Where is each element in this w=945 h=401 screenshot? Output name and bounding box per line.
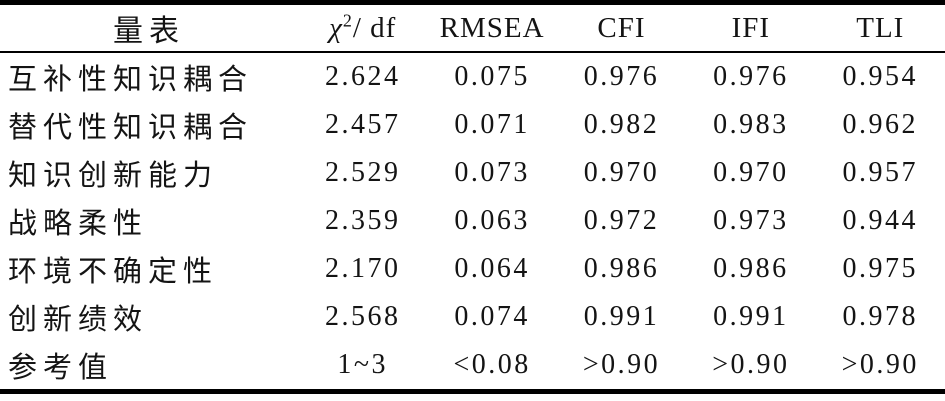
cfi-reference-cell: >0.90 <box>582 349 661 380</box>
tli-value-cell: 0.962 <box>842 109 919 140</box>
cfi-value-cell: 0.976 <box>583 61 660 92</box>
column-header-tli: TLI <box>815 2 945 53</box>
ifi-value-cell: 0.970 <box>713 157 789 188</box>
chi-df-value-cell: 2.170 <box>324 253 401 284</box>
table-row: 战略柔性 2.359 0.063 0.972 0.973 0.944 <box>0 197 945 245</box>
tli-value-cell: 0.975 <box>842 253 919 284</box>
tli-value-cell: 0.957 <box>842 157 919 188</box>
ifi-value-cell: 0.986 <box>713 253 789 284</box>
tli-reference-cell: >0.90 <box>841 349 919 380</box>
column-header-ifi: IFI <box>686 2 816 53</box>
chi-df-value-cell: 2.568 <box>324 301 401 332</box>
scale-name-cell: 战略柔性 <box>8 208 149 240</box>
table-row: 互补性知识耦合 2.624 0.075 0.976 0.976 0.954 <box>0 52 945 101</box>
cfi-value-cell: 0.991 <box>583 301 660 332</box>
chi-exponent: 2 <box>342 9 353 30</box>
cfi-value-cell: 0.986 <box>583 253 660 284</box>
cfi-value-cell: 0.972 <box>583 205 660 236</box>
chi-df-value-cell: 2.624 <box>324 61 401 92</box>
scale-name-cell: 创新绩效 <box>8 304 149 336</box>
scale-name-cell: 互补性知识耦合 <box>8 64 254 96</box>
chi-df-suffix: / df <box>352 11 397 44</box>
table-row: 替代性知识耦合 2.457 0.071 0.982 0.983 0.962 <box>0 101 945 149</box>
tli-value-cell: 0.954 <box>842 61 919 92</box>
scale-name-cell: 参考值 <box>8 352 114 384</box>
scale-name-cell: 知识创新能力 <box>8 160 219 192</box>
tli-value-cell: 0.978 <box>842 301 919 332</box>
rmsea-value-cell: 0.064 <box>454 253 530 284</box>
chi-df-value-cell: 2.359 <box>324 205 401 236</box>
column-header-cfi: CFI <box>556 2 687 53</box>
cfi-value-cell: 0.982 <box>583 109 660 140</box>
ifi-value-cell: 0.983 <box>713 109 789 140</box>
rmsea-value-cell: 0.063 <box>454 205 530 236</box>
table-row-reference-values: 参考值 1~3 <0.08 >0.90 >0.90 >0.90 <box>0 341 945 392</box>
chi-df-value-cell: 2.457 <box>324 109 401 140</box>
ifi-value-cell: 0.991 <box>713 301 789 332</box>
rmsea-value-cell: 0.073 <box>454 157 530 188</box>
ifi-value-cell: 0.973 <box>713 205 789 236</box>
rmsea-value-cell: 0.075 <box>454 61 530 92</box>
column-header-rmsea: RMSEA <box>427 2 557 53</box>
ifi-value-cell: 0.976 <box>713 61 789 92</box>
scale-name-cell: 环境不确定性 <box>8 256 219 288</box>
column-header-chi-df: χ2/ df <box>298 2 428 53</box>
table-header-row: 量表 χ2/ df RMSEA CFI IFI TLI <box>0 2 945 53</box>
column-header-scale: 量表 <box>0 2 298 53</box>
rmsea-value-cell: 0.071 <box>454 109 530 140</box>
table-row: 知识创新能力 2.529 0.073 0.970 0.970 0.957 <box>0 149 945 197</box>
chi-symbol: χ <box>329 11 343 44</box>
tli-value-cell: 0.944 <box>842 205 919 236</box>
chi-df-reference-cell: 1~3 <box>337 349 389 380</box>
cfi-value-cell: 0.970 <box>583 157 660 188</box>
chi-df-value-cell: 2.529 <box>324 157 401 188</box>
scale-name-cell: 替代性知识耦合 <box>8 112 254 144</box>
rmsea-value-cell: 0.074 <box>454 301 530 332</box>
ifi-reference-cell: >0.90 <box>712 349 790 380</box>
table-row: 环境不确定性 2.170 0.064 0.986 0.986 0.975 <box>0 245 945 293</box>
table-row: 创新绩效 2.568 0.074 0.991 0.991 0.978 <box>0 293 945 341</box>
rmsea-reference-cell: <0.08 <box>453 349 531 380</box>
